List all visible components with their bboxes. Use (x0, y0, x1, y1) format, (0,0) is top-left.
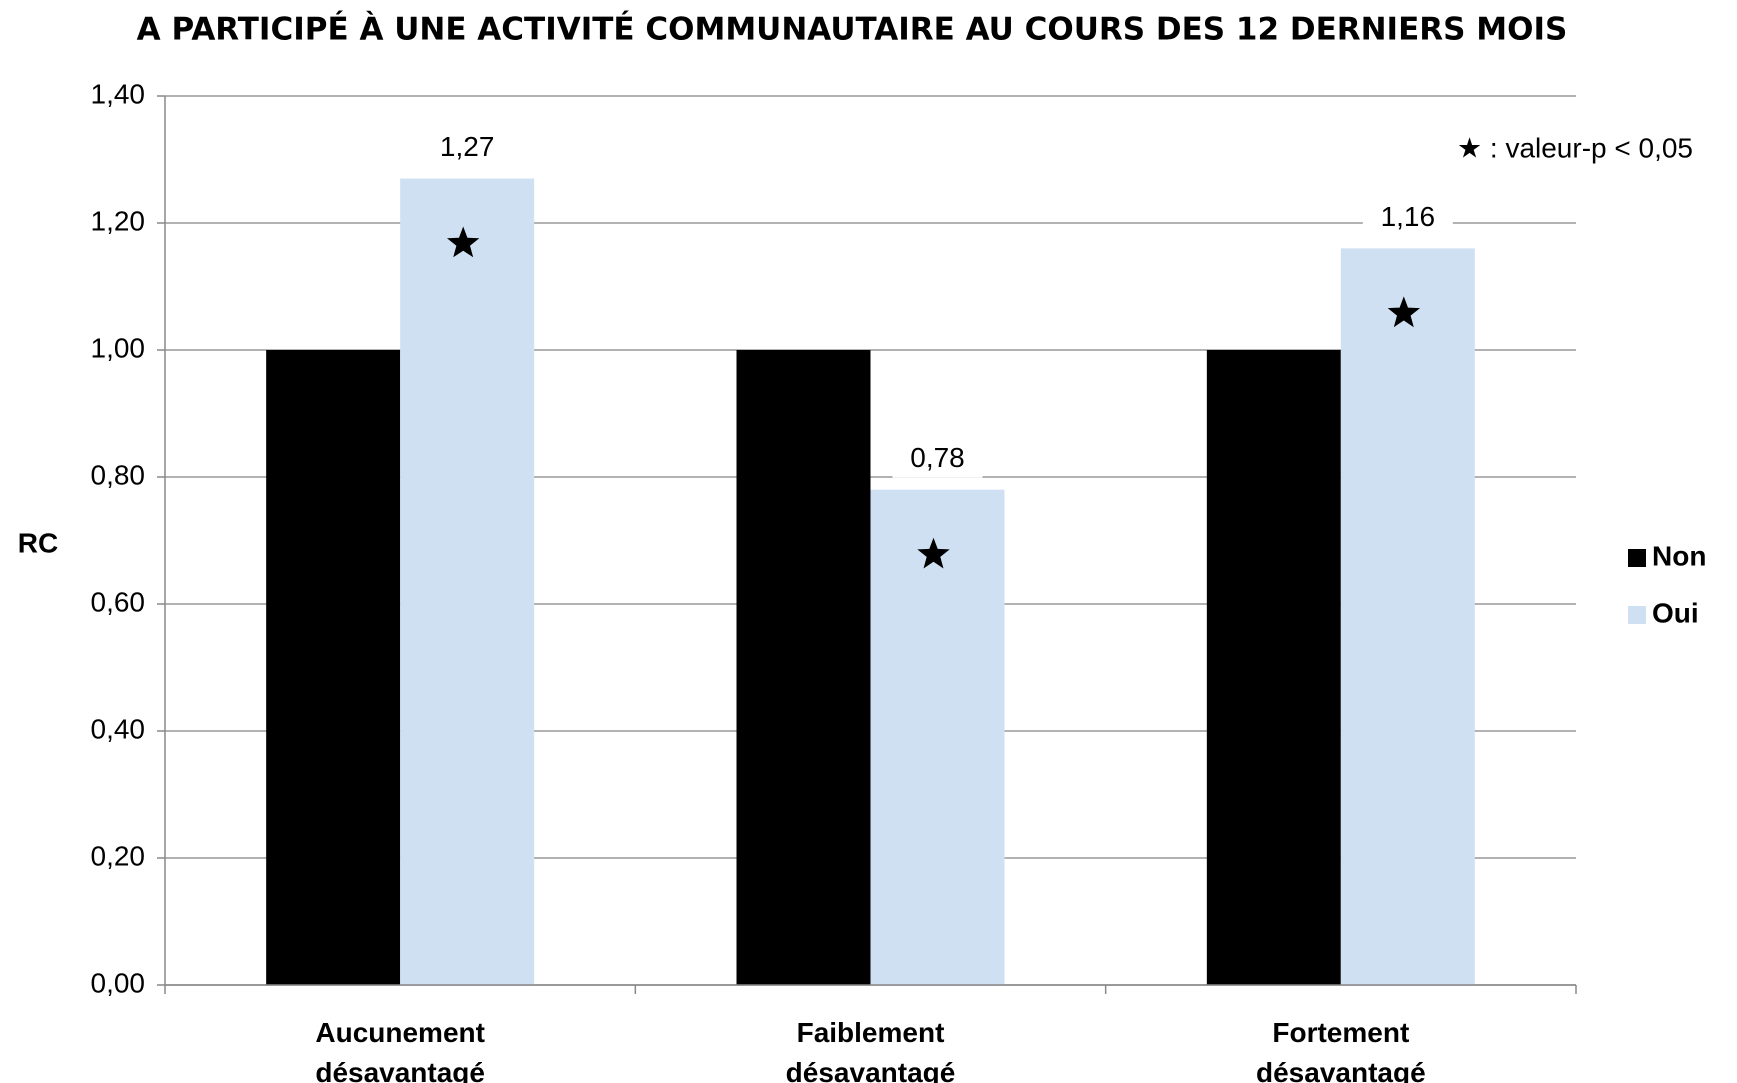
bar (1206, 350, 1341, 985)
x-tick-label: Aucunement désavantagé (315, 1017, 485, 1083)
legend-swatch (1628, 606, 1646, 624)
significance-star (1387, 296, 1420, 328)
bar (736, 350, 871, 985)
chart-title: A PARTICIPÉ À UNE ACTIVITÉ COMMUNAUTAIRE… (137, 12, 1568, 48)
y-tick-label: 0,20 (91, 840, 146, 871)
significance-star (447, 226, 480, 258)
y-tick-label: 0,80 (91, 459, 146, 490)
y-tick-label: 0,60 (91, 586, 146, 617)
label-bg (892, 441, 983, 478)
data-label: 1,16 (1381, 201, 1436, 232)
y-tick-label: 1,20 (91, 205, 146, 236)
y-tick-label: 0,00 (91, 967, 146, 998)
x-tick-line: Aucunement (315, 1017, 485, 1048)
data-label: 1,27 (440, 131, 495, 162)
x-tick-line: Faiblement (797, 1017, 945, 1048)
y-axis-label: RC (18, 527, 58, 558)
data-label: 0,78 (910, 442, 965, 473)
y-tick-label: 0,40 (91, 713, 146, 744)
significance-star (917, 537, 950, 569)
bar (266, 350, 401, 985)
legend-label: Oui (1652, 597, 1699, 628)
x-tick-line: désavantagé (786, 1057, 956, 1083)
x-tick-line: Fortement (1272, 1017, 1409, 1048)
bar (400, 178, 535, 986)
y-tick-label: 1,00 (91, 332, 146, 363)
label-bg (1362, 200, 1453, 237)
legend-label: Non (1652, 540, 1706, 571)
bar (1340, 248, 1475, 985)
x-tick-line: désavantagé (1256, 1057, 1426, 1083)
x-tick-label: Faiblement désavantagé (786, 1017, 956, 1083)
bar (870, 489, 1005, 985)
annotation: ★ : valeur-p < 0,05 (1457, 132, 1693, 163)
x-tick-line: désavantagé (315, 1057, 485, 1083)
y-tick-label: 1,40 (91, 78, 146, 109)
legend-swatch (1628, 549, 1646, 567)
label-bg (422, 130, 513, 167)
x-tick-label: Fortement désavantagé (1256, 1017, 1426, 1083)
